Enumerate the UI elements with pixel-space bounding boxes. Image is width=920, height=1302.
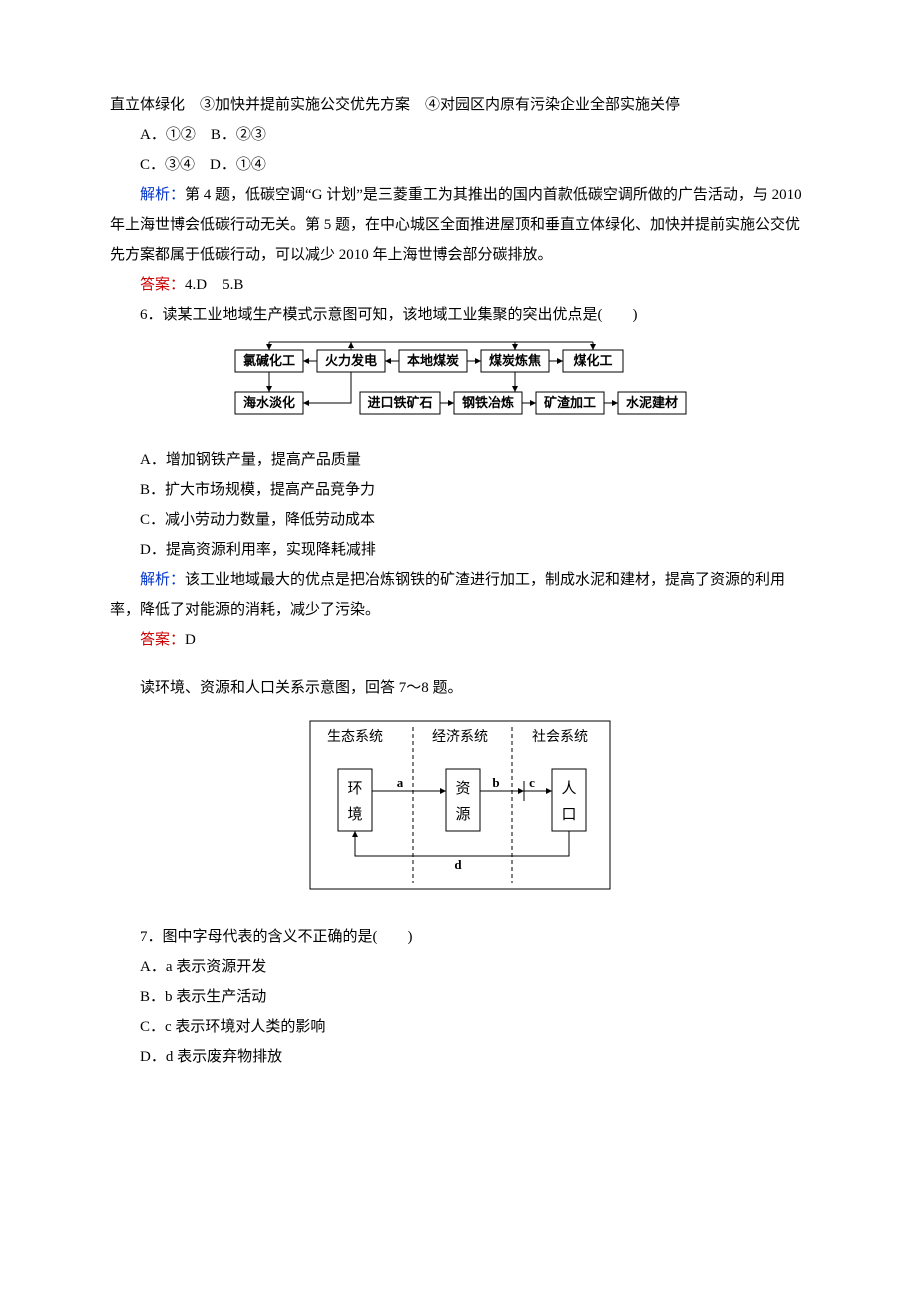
option-line: B．扩大市场规模，提高产品竞争力 — [110, 475, 810, 505]
question-intro: 读环境、资源和人口关系示意图，回答 7～8 题。 — [110, 673, 810, 703]
answer-para: 答案：4.D 5.B — [110, 270, 810, 300]
question-stem: 6．读某工业地域生产模式示意图可知，该地域工业集聚的突出优点是( ) — [110, 300, 810, 330]
answer-label: 答案： — [140, 277, 185, 293]
answer-label: 答案： — [140, 632, 185, 648]
flowchart-svg: 氯碱化工 火力发电 本地煤炭 煤炭炼焦 煤化工海水淡化 进口铁矿石 钢铁冶炼 矿渣加工 水泥建材 — [225, 338, 695, 424]
svg-text:b: b — [492, 775, 499, 790]
svg-text:源: 源 — [455, 806, 470, 823]
svg-text:火力发电: 火力发电 — [325, 353, 377, 368]
svg-text:钢铁冶炼: 钢铁冶炼 — [462, 395, 514, 410]
analysis-label: 解析： — [140, 572, 185, 588]
text-line: 直立体绿化 ③加快并提前实施公交优先方案 ④对园区内原有污染企业全部实施关停 — [110, 90, 810, 120]
option-line: D．提高资源利用率，实现降耗减排 — [110, 535, 810, 565]
diagram-industrial-flow: 氯碱化工 火力发电 本地煤炭 煤炭炼焦 煤化工海水淡化 进口铁矿石 钢铁冶炼 矿渣加工 水泥建材 — [110, 338, 810, 435]
svg-text:人: 人 — [561, 780, 576, 797]
option-line: C．减小劳动力数量，降低劳动成本 — [110, 505, 810, 535]
svg-text:c: c — [529, 775, 535, 790]
analysis-para: 解析：该工业地域最大的优点是把冶炼钢铁的矿渣进行加工，制成水泥和建材，提高了资源… — [110, 565, 810, 625]
answer-para: 答案：D — [110, 625, 810, 655]
question-stem: 7．图中字母代表的含义不正确的是( ) — [110, 922, 810, 952]
analysis-para: 解析：第 4 题，低碳空调“G 计划”是三菱重工为其推出的国内首款低碳空调所做的… — [110, 180, 810, 270]
svg-text:氯碱化工: 氯碱化工 — [243, 353, 295, 368]
svg-text:经济系统: 经济系统 — [432, 729, 488, 745]
svg-text:d: d — [454, 857, 462, 872]
option-line: C．c 表示环境对人类的影响 — [110, 1012, 810, 1042]
svg-text:煤炭炼焦: 煤炭炼焦 — [489, 353, 541, 368]
svg-text:资: 资 — [455, 780, 470, 797]
option-line: A．增加钢铁产量，提高产品质量 — [110, 445, 810, 475]
diagram-env-res-pop: 生态系统 经济系统 社会系统环境 资源 人口 a b c d — [110, 711, 810, 912]
option-line: C．③④ D．①④ — [110, 150, 810, 180]
svg-text:煤化工: 煤化工 — [573, 353, 612, 368]
svg-text:矿渣加工: 矿渣加工 — [544, 395, 596, 410]
svg-text:境: 境 — [347, 805, 362, 823]
svg-text:水泥建材: 水泥建材 — [626, 395, 678, 410]
svg-text:进口铁矿石: 进口铁矿石 — [367, 395, 432, 410]
svg-text:海水淡化: 海水淡化 — [243, 395, 295, 410]
option-line: D．d 表示废弃物排放 — [110, 1042, 810, 1072]
analysis-label: 解析： — [140, 187, 185, 203]
option-line: A．a 表示资源开发 — [110, 952, 810, 982]
analysis-text: 该工业地域最大的优点是把冶炼钢铁的矿渣进行加工，制成水泥和建材，提高了资源的利用… — [110, 572, 785, 618]
option-line: B．b 表示生产活动 — [110, 982, 810, 1012]
diagram-svg: 生态系统 经济系统 社会系统环境 资源 人口 a b c d — [300, 711, 620, 901]
page: 直立体绿化 ③加快并提前实施公交优先方案 ④对园区内原有污染企业全部实施关停 A… — [0, 0, 920, 1132]
svg-text:口: 口 — [561, 807, 576, 823]
answer-text: 4.D 5.B — [185, 277, 243, 293]
svg-text:生态系统: 生态系统 — [327, 729, 383, 745]
analysis-text: 第 4 题，低碳空调“G 计划”是三菱重工为其推出的国内首款低碳空调所做的广告活… — [110, 187, 802, 263]
svg-text:环: 环 — [347, 781, 362, 797]
answer-text: D — [185, 632, 196, 648]
svg-text:a: a — [397, 775, 404, 790]
svg-text:社会系统: 社会系统 — [532, 729, 588, 745]
svg-text:本地煤炭: 本地煤炭 — [407, 353, 459, 368]
option-line: A．①② B．②③ — [110, 120, 810, 150]
